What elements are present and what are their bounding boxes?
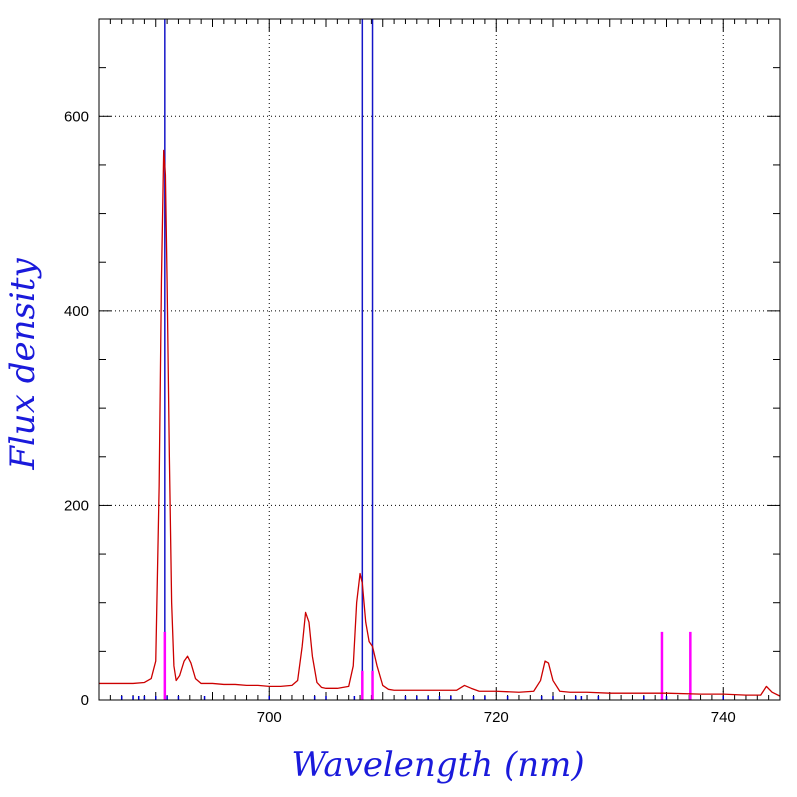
y-tick-label: 600 (64, 108, 89, 125)
x-tick-labels: 700 720 740 (257, 709, 736, 726)
spectrum-series (99, 149, 781, 697)
bottom-line-markers (120, 696, 724, 700)
y-tick-label: 0 (81, 692, 89, 709)
minor-ticks (98, 18, 781, 701)
x-axis-title: Wavelength (nm) (291, 745, 584, 785)
spectrum-line (99, 149, 781, 697)
y-tick-labels: 0 200 400 600 (64, 108, 89, 709)
short-emission-lines (163, 631, 692, 700)
x-tick-label: 740 (711, 709, 736, 726)
plot-frame (98, 18, 781, 701)
x-tick-label: 700 (257, 709, 282, 726)
x-tick-label: 720 (484, 709, 509, 726)
y-axis-title: Flux density (3, 258, 43, 471)
grid-lines (99, 19, 780, 700)
y-tick-label: 400 (64, 303, 89, 320)
y-tick-label: 200 (64, 497, 89, 514)
tall-emission-lines (164, 19, 374, 700)
